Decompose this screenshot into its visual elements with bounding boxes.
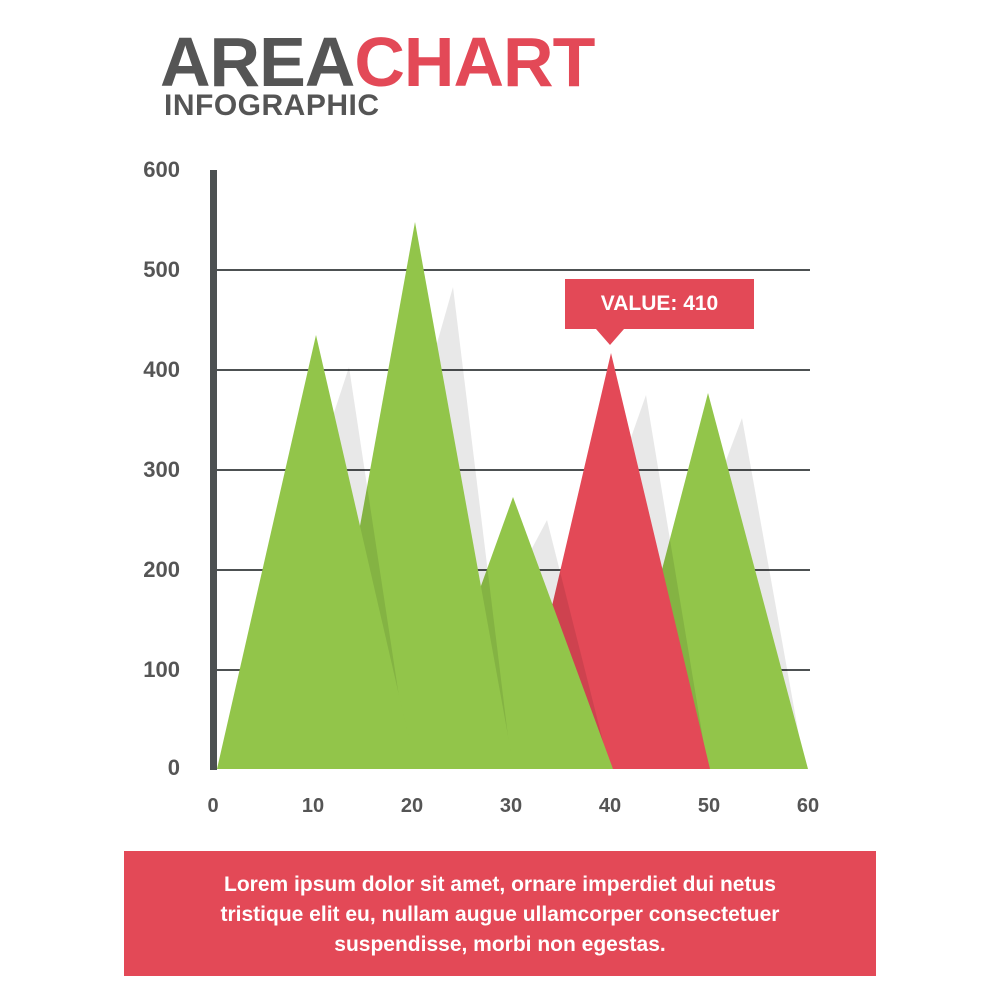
title-part-chart: CHART [354, 23, 595, 101]
y-tick-200: 200 [143, 557, 180, 582]
y-tick-300: 300 [143, 457, 180, 482]
chart-subtitle: INFOGRAPHIC [164, 89, 380, 122]
description-line-1: Lorem ipsum dolor sit amet, ornare imper… [224, 873, 776, 896]
value-tooltip: VALUE: 410 [565, 279, 754, 345]
description-line-3: suspendisse, morbi non egestas. [334, 933, 666, 956]
description-box: Lorem ipsum dolor sit amet, ornare imper… [124, 851, 876, 976]
x-tick-60: 60 [796, 795, 820, 817]
x-tick-50: 50 [697, 795, 721, 817]
y-tick-400: 400 [143, 357, 180, 382]
x-tick-0: 0 [207, 795, 219, 817]
peak-1 [217, 335, 416, 769]
description-line-2: tristique elit eu, nullam augue ullamcor… [220, 903, 780, 926]
y-tick-0: 0 [167, 755, 180, 780]
x-tick-20: 20 [400, 795, 424, 817]
y-axis-line [210, 170, 217, 770]
y-tick-100: 100 [143, 657, 180, 682]
x-tick-10: 10 [301, 795, 325, 817]
y-tick-500: 500 [143, 257, 180, 282]
x-tick-30: 30 [499, 795, 523, 817]
title-part-area: AREA [160, 23, 355, 101]
x-tick-40: 40 [598, 795, 622, 817]
y-tick-600: 600 [143, 157, 180, 182]
chart-title: AREACHART [160, 22, 595, 102]
